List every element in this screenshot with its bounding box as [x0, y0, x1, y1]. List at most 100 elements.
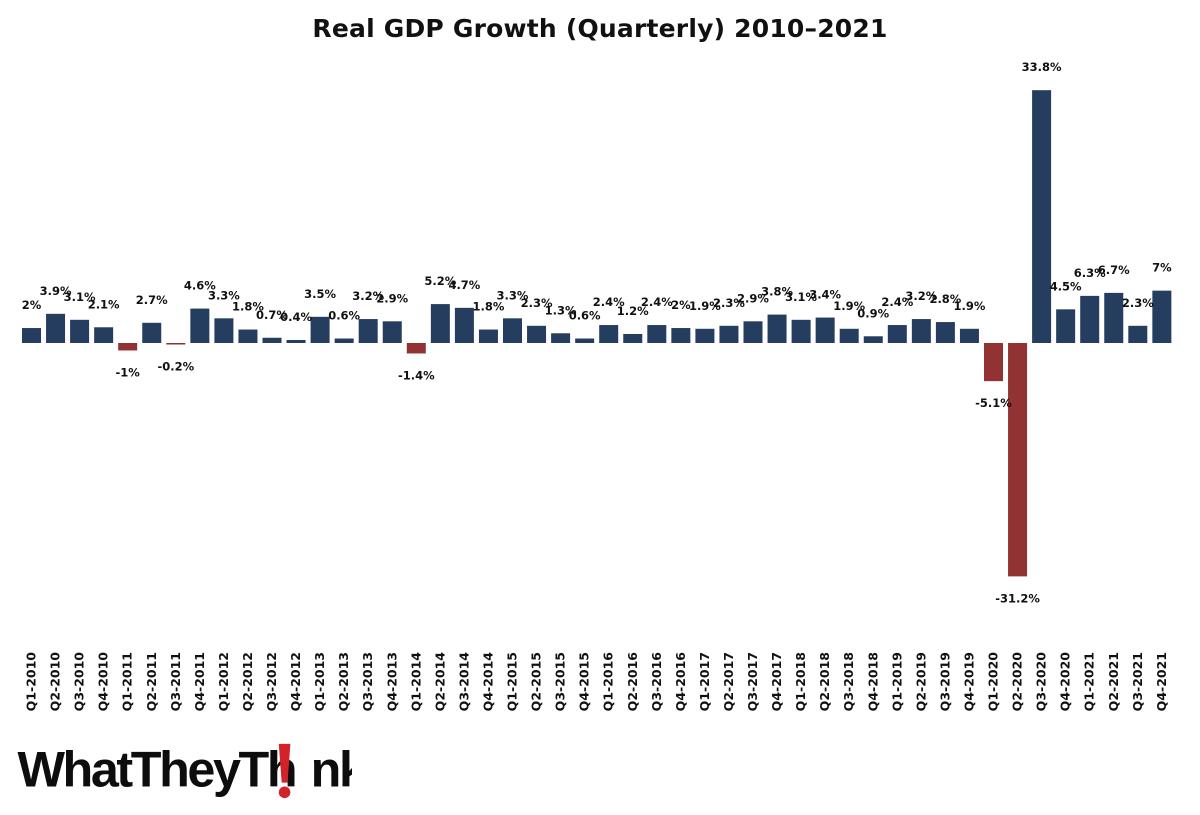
x-tick-label-Q1-2017: Q1-2017: [697, 652, 712, 711]
bar-chart: 2%3.9%3.1%2.1%-1%2.7%-0.2%4.6%3.3%1.8%0.…: [22, 60, 1172, 712]
bar-Q3-2017: [743, 321, 763, 343]
x-tick-label-Q3-2017: Q3-2017: [745, 652, 760, 711]
data-label-Q1-2021: 6.3%: [1074, 266, 1106, 280]
x-tick-label-Q4-2015: Q4-2015: [577, 652, 592, 711]
bar-Q3-2010: [70, 319, 90, 343]
data-label-Q1-2010: 2%: [22, 298, 42, 312]
bar-Q1-2020: [984, 343, 1003, 382]
x-tick-label-Q4-2018: Q4-2018: [865, 652, 880, 711]
bar-Q3-2014: [454, 307, 474, 343]
bar-Q2-2014: [430, 304, 450, 343]
x-tick-label-Q1-2015: Q1-2015: [505, 652, 520, 711]
data-label-Q1-2014: -1.4%: [398, 368, 435, 382]
x-tick-label-Q4-2019: Q4-2019: [961, 652, 976, 711]
x-tick-label-Q1-2010: Q1-2010: [24, 652, 39, 712]
data-label-Q4-2019: 1.9%: [953, 299, 985, 313]
data-label-Q3-2020: 33.8%: [1022, 60, 1062, 74]
bar-Q2-2010: [46, 313, 66, 343]
bar-Q2-2015: [527, 325, 547, 343]
data-label-Q4-2018: 0.9%: [857, 306, 889, 320]
x-tick-label-Q1-2013: Q1-2013: [312, 652, 327, 711]
bar-Q1-2015: [503, 318, 522, 343]
data-label-Q1-2015: 3.3%: [497, 288, 529, 302]
bar-Q4-2021: [1152, 290, 1172, 343]
bar-Q4-2018: [863, 336, 883, 343]
logo-text: WhatTheyTh nk: [17, 742, 352, 798]
bar-Q1-2014: [406, 343, 426, 354]
bar-Q4-2011: [190, 308, 210, 343]
bar-Q1-2016: [599, 325, 619, 343]
bar-Q2-2018: [815, 317, 835, 343]
data-label-Q2-2013: 0.6%: [328, 309, 360, 323]
data-label-Q3-2013: 3.2%: [352, 289, 384, 303]
data-label-Q4-2011: 4.6%: [184, 279, 216, 293]
bar-Q3-2016: [647, 325, 667, 343]
x-tick-label-Q3-2011: Q3-2011: [168, 652, 183, 711]
bar-Q2-2011: [142, 322, 162, 343]
bar-Q4-2014: [478, 329, 498, 343]
data-label-Q2-2021: 6.7%: [1098, 263, 1130, 277]
data-label-Q2-2018: 3.4%: [809, 288, 841, 302]
x-tick-label-Q4-2013: Q4-2013: [384, 652, 399, 711]
x-tick-label-Q4-2012: Q4-2012: [288, 652, 303, 711]
x-tick-label-Q3-2010: Q3-2010: [72, 652, 87, 712]
x-tick-label-Q1-2020: Q1-2020: [986, 652, 1001, 712]
data-label-Q2-2020: -31.2%: [995, 591, 1040, 605]
x-tick-label-Q3-2019: Q3-2019: [937, 652, 952, 711]
x-tick-label-Q2-2015: Q2-2015: [529, 652, 544, 711]
data-label-Q2-2017: 2.3%: [713, 296, 745, 310]
data-label-Q1-2016: 2.4%: [593, 295, 625, 309]
data-label-Q4-2015: 0.6%: [569, 309, 601, 323]
x-tick-label-Q4-2020: Q4-2020: [1058, 652, 1073, 712]
bar-Q3-2019: [935, 322, 955, 343]
bar-Q3-2015: [551, 333, 571, 343]
bar-Q2-2017: [719, 325, 739, 343]
data-label-Q1-2020: -5.1%: [975, 396, 1012, 410]
data-label-Q2-2010: 3.9%: [40, 284, 72, 298]
bar-Q1-2011: [118, 343, 138, 351]
data-label-Q4-2021: 7%: [1152, 261, 1172, 275]
x-tick-label-Q2-2019: Q2-2019: [913, 652, 928, 711]
x-tick-label-Q3-2012: Q3-2012: [264, 652, 279, 711]
logo-text-start: WhatTheyTh: [17, 742, 295, 798]
bar-Q1-2013: [310, 316, 330, 343]
data-label-Q1-2019: 2.4%: [881, 295, 913, 309]
exclamation-mark-icon: [278, 743, 291, 799]
x-tick-label-Q1-2021: Q1-2021: [1082, 652, 1097, 711]
bar-Q4-2010: [94, 327, 114, 343]
data-label-Q3-2016: 2.4%: [641, 295, 673, 309]
logo-text-end: nk: [311, 742, 352, 798]
data-label-Q1-2013: 3.5%: [304, 287, 336, 301]
bar-Q4-2017: [767, 314, 787, 343]
bar-Q2-2021: [1104, 292, 1124, 343]
data-label-Q2-2019: 3.2%: [905, 289, 937, 303]
bar-Q3-2013: [358, 319, 378, 343]
data-label-Q4-2010: 2.1%: [88, 297, 120, 311]
x-tick-label-Q1-2014: Q1-2014: [408, 652, 423, 712]
data-label-Q1-2018: 3.1%: [785, 290, 817, 304]
bar-Q2-2019: [911, 319, 931, 343]
x-tick-label-Q2-2011: Q2-2011: [144, 652, 159, 711]
x-tick-label-Q2-2014: Q2-2014: [432, 652, 447, 712]
data-label-Q2-2011: 2.7%: [136, 293, 168, 307]
x-tick-label-Q2-2012: Q2-2012: [240, 652, 255, 711]
bar-Q3-2011: [166, 343, 186, 345]
x-tick-label-Q2-2010: Q2-2010: [48, 652, 63, 712]
bar-Q3-2012: [262, 337, 282, 343]
bar-Q1-2021: [1080, 295, 1100, 343]
data-label-Q4-2012: 0.4%: [280, 310, 312, 324]
x-tick-label-Q3-2015: Q3-2015: [553, 652, 568, 711]
data-label-Q3-2018: 1.9%: [833, 299, 865, 313]
x-tick-label-Q3-2016: Q3-2016: [649, 652, 664, 712]
x-tick-labels-layer: Q1-2010 Q2-2010 Q3-2010 Q4-2010 Q1-2011 Q2-20…: [24, 652, 1169, 712]
data-label-Q3-2014: 4.7%: [448, 278, 480, 292]
data-label-Q3-2010: 3.1%: [64, 290, 96, 304]
bars-layer: [22, 90, 1172, 577]
x-tick-label-Q3-2020: Q3-2020: [1034, 652, 1049, 712]
data-label-Q3-2012: 0.7%: [256, 308, 288, 322]
bar-Q3-2018: [839, 328, 859, 343]
data-label-Q3-2021: 2.3%: [1122, 296, 1154, 310]
x-tick-label-Q4-2011: Q4-2011: [192, 652, 207, 711]
bar-Q3-2020: [1032, 90, 1052, 344]
data-label-Q2-2015: 2.3%: [521, 296, 553, 310]
